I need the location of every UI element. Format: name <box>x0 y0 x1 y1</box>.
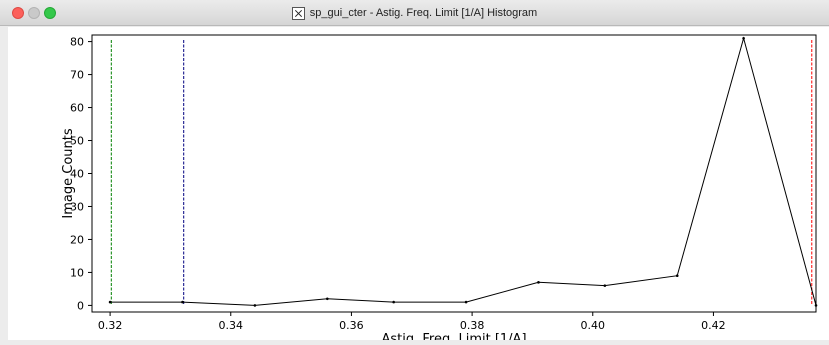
data-point <box>326 297 329 301</box>
y-tick-label: 30 <box>70 200 84 213</box>
window-title: sp_gui_cter - Astig. Freq. Limit [1/A] H… <box>309 7 538 19</box>
data-point <box>181 300 184 304</box>
minimize-window-button[interactable] <box>28 7 40 19</box>
data-point <box>603 284 607 287</box>
data-point <box>392 300 395 304</box>
data-point <box>675 274 679 278</box>
maximize-window-button[interactable] <box>44 7 56 19</box>
y-tick-label: 70 <box>70 69 84 82</box>
y-tick-label: 80 <box>70 36 84 49</box>
data-point <box>108 300 112 304</box>
x-tick-label: 0.32 <box>98 319 123 332</box>
x11-icon <box>291 6 305 20</box>
window-titlebar[interactable]: sp_gui_cter - Astig. Freq. Limit [1/A] H… <box>0 0 829 26</box>
y-tick-label: 40 <box>70 168 84 181</box>
histogram-line <box>110 36 817 306</box>
x-tick-label: 0.34 <box>219 319 244 332</box>
plot-frame <box>91 34 817 313</box>
x-tick-label: 0.36 <box>339 319 364 332</box>
data-point <box>253 304 257 307</box>
y-tick-label: 50 <box>70 135 84 148</box>
y-tick-label: 10 <box>70 266 84 279</box>
data-point <box>814 304 818 307</box>
data-point <box>464 300 468 304</box>
plot-canvas[interactable]: 0 10 20 30 40 50 60 70 80 0.32 0.34 0.36 0.38 0.40 0.4… <box>8 27 829 345</box>
x-tick-label: 0.40 <box>581 319 606 332</box>
data-point <box>537 281 540 284</box>
y-tick-label: 0 <box>77 299 84 312</box>
close-window-button[interactable] <box>12 7 24 19</box>
histogram-chart: 0 10 20 30 40 50 60 70 80 0.32 0.34 0.36 0.38 0.40 0.4… <box>61 34 818 345</box>
data-point <box>742 36 745 40</box>
x-tick-label: 0.42 <box>701 319 726 332</box>
x-axis-label: Astig. Freq. Limit [1/A] <box>381 332 526 340</box>
y-tick-label: 60 <box>70 102 84 115</box>
window-title-group: sp_gui_cter - Astig. Freq. Limit [1/A] H… <box>0 0 829 26</box>
y-axis-label: Image Counts <box>61 128 76 218</box>
y-tick-label: 20 <box>70 233 84 246</box>
x-tick-label: 0.38 <box>460 319 485 332</box>
